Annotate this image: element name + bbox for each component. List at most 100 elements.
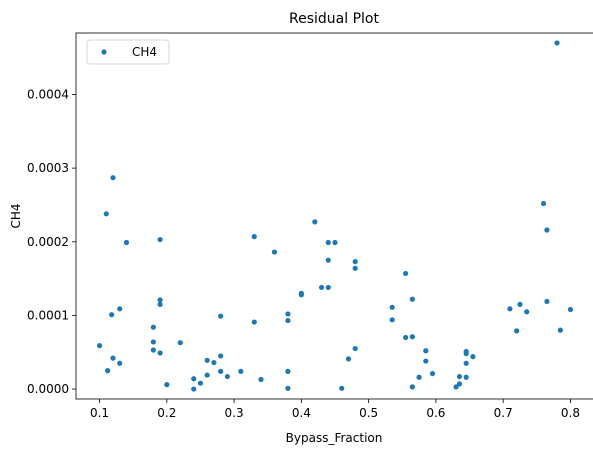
data-point <box>325 257 331 263</box>
data-point <box>339 385 345 391</box>
data-point <box>298 292 304 298</box>
x-tick-label: 0.6 <box>426 406 445 420</box>
data-point <box>567 306 574 313</box>
data-point <box>105 368 111 374</box>
data-point <box>285 385 291 391</box>
data-point <box>517 301 523 307</box>
data-point <box>345 356 352 362</box>
x-tick-label: 0.1 <box>90 406 109 420</box>
data-point <box>318 284 325 291</box>
plot-frame <box>75 32 593 400</box>
data-point <box>157 350 163 356</box>
data-point <box>123 239 130 246</box>
data-point <box>251 319 257 325</box>
data-point <box>507 306 513 312</box>
data-point <box>117 360 123 366</box>
data-point <box>251 234 257 240</box>
data-point <box>218 313 224 319</box>
data-point <box>544 298 550 305</box>
data-point <box>463 351 469 357</box>
data-point <box>524 309 530 315</box>
data-point <box>191 386 197 392</box>
data-point <box>389 317 395 323</box>
data-point <box>423 358 429 364</box>
y-tick-label: 0.0002 <box>27 235 69 249</box>
data-point <box>352 265 358 271</box>
data-point <box>352 259 358 265</box>
data-point <box>157 236 163 243</box>
data-point <box>157 297 163 303</box>
data-point <box>150 339 156 345</box>
data-point <box>271 249 278 255</box>
x-tick-label: 0.3 <box>225 406 244 420</box>
x-axis-label: Bypass_Fraction <box>286 431 383 445</box>
data-point <box>325 239 331 246</box>
y-tick-label: 0.0000 <box>27 382 69 396</box>
data-point <box>423 348 429 354</box>
y-tick-label: 0.0004 <box>27 87 69 101</box>
data-point <box>514 328 520 334</box>
data-point <box>157 301 163 307</box>
x-tick-label: 0.5 <box>359 406 378 420</box>
data-point <box>403 270 409 277</box>
data-point <box>332 239 338 246</box>
data-point <box>197 380 204 386</box>
data-points <box>96 40 574 392</box>
legend-label: CH4 <box>132 45 157 59</box>
data-point <box>218 368 224 374</box>
data-point <box>285 368 291 374</box>
y-tick-label: 0.0001 <box>27 308 69 322</box>
x-tick-label: 0.2 <box>157 406 176 420</box>
axis-ticks: 0.1 0.2 0.3 0.4 0.5 0.6 0.7 0.8 0.0000 0.0001 0.00… <box>27 87 580 420</box>
data-point <box>544 227 550 233</box>
data-point <box>164 382 170 388</box>
data-point <box>96 343 103 349</box>
data-point <box>389 304 395 310</box>
data-point <box>456 373 463 380</box>
data-point <box>403 334 409 341</box>
data-point <box>204 357 210 363</box>
data-point <box>218 353 224 359</box>
data-point <box>177 340 183 346</box>
data-point <box>312 219 318 225</box>
data-point <box>285 317 291 324</box>
data-point <box>109 312 115 318</box>
y-tick-label: 0.0003 <box>27 161 69 175</box>
data-point <box>409 384 415 390</box>
data-point <box>325 284 331 291</box>
data-point <box>456 381 463 387</box>
data-point <box>557 327 563 333</box>
data-point <box>110 355 116 361</box>
data-point <box>352 345 358 352</box>
data-point <box>103 211 109 217</box>
data-point <box>470 354 476 360</box>
data-point <box>204 372 210 378</box>
data-point <box>110 175 116 181</box>
data-point <box>150 347 156 353</box>
legend: CH4 <box>86 39 170 65</box>
data-point <box>429 370 436 377</box>
data-point <box>150 324 156 330</box>
data-point <box>463 360 469 366</box>
plot-area <box>76 33 593 399</box>
data-point <box>540 200 547 207</box>
data-point <box>238 368 244 374</box>
data-point <box>463 374 469 380</box>
x-tick-label: 0.4 <box>292 406 311 420</box>
legend-marker <box>101 49 107 55</box>
data-point <box>453 384 459 390</box>
data-point <box>285 311 291 317</box>
data-point <box>409 334 415 340</box>
data-point <box>554 40 560 46</box>
data-point <box>117 306 123 312</box>
data-point <box>211 359 217 366</box>
data-point <box>258 376 264 383</box>
legend-box <box>86 39 170 65</box>
chart-title: Residual Plot <box>289 11 379 27</box>
x-tick-label: 0.7 <box>494 406 513 420</box>
x-tick-label: 0.8 <box>561 406 580 420</box>
data-point <box>416 374 422 380</box>
data-point <box>224 373 230 380</box>
y-axis-label: CH4 <box>9 203 23 228</box>
